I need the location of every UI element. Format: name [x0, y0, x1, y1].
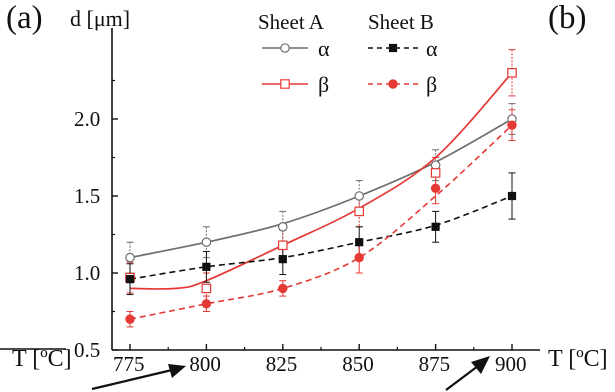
data-point	[431, 222, 440, 231]
data-point	[278, 255, 287, 264]
x-axis-title: T [ºC]	[548, 346, 608, 372]
data-markers	[125, 67, 517, 324]
data-point	[354, 252, 364, 263]
data-point	[201, 283, 212, 294]
y-tick-label: 1.0	[74, 261, 101, 285]
fit-curves	[129, 72, 513, 320]
left-panel-x-axis-title: T [ºC]	[12, 346, 72, 372]
x-tick-label: 900	[495, 352, 527, 376]
x-tick-label: 850	[342, 352, 374, 376]
panel-label-b: (b)	[548, 0, 587, 36]
series-curve-4	[129, 124, 513, 320]
data-point	[125, 314, 135, 324]
legend-marker	[388, 43, 398, 53]
data-point	[355, 238, 364, 247]
arrow-right-head	[471, 356, 490, 374]
error-bars	[126, 49, 516, 328]
decorations	[0, 348, 490, 391]
data-point	[277, 222, 288, 232]
data-point	[201, 299, 212, 309]
data-point	[125, 275, 135, 284]
series-curve-3	[129, 195, 513, 280]
x-tick-label: 825	[265, 352, 298, 376]
legend-marker	[280, 79, 290, 89]
series-curve-1	[129, 118, 513, 259]
arrow-right-shaft	[445, 365, 479, 391]
x-tick-label: 800	[189, 352, 221, 376]
data-point	[430, 168, 441, 178]
x-tick-label: 875	[418, 352, 451, 376]
panel-label-a: (a)	[6, 0, 43, 36]
data-point	[507, 67, 517, 78]
data-point	[354, 206, 364, 217]
x-tick-label: 775	[113, 352, 145, 376]
series-curve-2	[129, 72, 513, 290]
arrow-left-head	[168, 364, 186, 378]
legend-sheet-a-beta-label: β	[318, 72, 330, 97]
data-point	[430, 183, 441, 194]
legend-marker	[388, 79, 398, 89]
y-tick-label: 1.5	[74, 184, 101, 208]
data-point	[125, 252, 135, 263]
data-point	[354, 191, 364, 201]
data-point	[507, 191, 517, 201]
data-point	[201, 237, 212, 247]
data-point	[202, 262, 211, 271]
y-tick-label: 2.0	[74, 107, 101, 131]
data-point	[507, 120, 517, 130]
legend	[262, 43, 418, 89]
arrow-left-shaft	[91, 368, 173, 391]
legend-sheet-b-heading: Sheet B	[368, 10, 434, 34]
legend-sheet-b-beta-label: β	[426, 72, 438, 97]
data-point	[278, 283, 288, 294]
axes	[111, 28, 540, 351]
legend-sheet-a-alpha-label: α	[318, 36, 330, 61]
legend-sheet-b-alpha-label: α	[426, 36, 438, 61]
data-point	[278, 240, 288, 251]
y-axis-title: d [μm]	[70, 6, 131, 31]
y-tick-label: 0.5	[74, 338, 101, 362]
legend-sheet-a-heading: Sheet A	[258, 10, 324, 34]
legend-marker	[280, 43, 290, 53]
